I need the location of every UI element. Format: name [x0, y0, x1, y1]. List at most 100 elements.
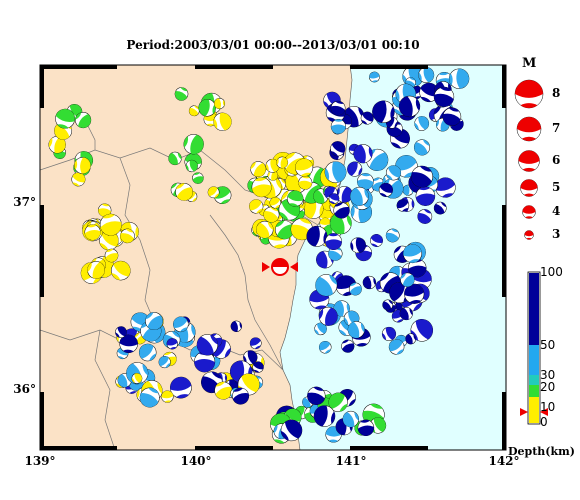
y-tick-label: 36° [13, 382, 36, 396]
colorbar-segment-shallow [529, 397, 539, 423]
focal-mechanism [295, 158, 314, 177]
magnitude-legend-title: M [522, 56, 537, 71]
focal-mechanism [119, 334, 138, 354]
focal-mechanism [330, 100, 346, 116]
focal-mechanism [87, 261, 105, 279]
focal-mechanism [230, 320, 242, 332]
focal-mechanism [370, 234, 383, 247]
depth-label: 20 [540, 380, 556, 394]
focal-mechanism [382, 299, 394, 311]
focal-mechanism [48, 136, 66, 154]
focal-mechanism [318, 306, 338, 326]
focal-mechanism [328, 193, 340, 204]
focal-mechanism [287, 190, 304, 207]
focal-mechanism [173, 316, 189, 333]
focal-mechanism [353, 144, 373, 164]
focal-mechanism [145, 312, 164, 331]
magnitude-legend-beachball [514, 79, 544, 109]
focal-mechanism [71, 172, 86, 187]
focal-mechanism [405, 333, 417, 345]
focal-mechanism [84, 224, 101, 241]
x-tick-label: 141° [335, 454, 367, 468]
focal-mechanism [328, 392, 348, 412]
focal-mechanism [192, 172, 204, 184]
map-frame [39, 64, 507, 451]
colorbar-segment-deep [529, 273, 539, 345]
focal-mechanism [249, 337, 262, 350]
focal-mechanism [314, 322, 327, 336]
focal-mechanism [347, 161, 363, 177]
focal-mechanism [74, 157, 91, 174]
focal-mechanism [158, 356, 171, 369]
focal-mechanism [404, 283, 425, 304]
focal-mechanism [399, 307, 413, 321]
focal-mechanism [372, 100, 395, 124]
focal-mechanism [385, 165, 402, 181]
focal-mechanism [213, 112, 232, 131]
focal-mechanism [307, 386, 326, 405]
magnitude-legend [514, 79, 544, 240]
focal-mechanism [403, 244, 422, 264]
focal-mechanism [161, 390, 174, 403]
depth-label: 50 [540, 338, 556, 352]
focal-mechanism [55, 108, 76, 129]
colorbar-segment-30 [529, 375, 539, 385]
focal-mechanism [415, 186, 436, 206]
focal-mechanism [104, 248, 119, 263]
x-tick-label: 142° [488, 454, 520, 468]
focal-mechanism [369, 71, 380, 83]
focal-mechanism [411, 165, 433, 188]
focal-mechanism [329, 212, 352, 235]
focal-mechanism-layer [48, 66, 470, 444]
focal-mechanism [315, 274, 338, 297]
magnitude-legend-beachball [524, 230, 534, 240]
focal-mechanism [333, 202, 350, 219]
focal-mechanism [362, 275, 377, 290]
focal-mechanism [213, 97, 226, 110]
depth-colorbar [520, 271, 548, 425]
focal-mechanism [166, 338, 178, 350]
magnitude-legend-beachball [522, 205, 536, 219]
focal-mechanism [318, 340, 332, 354]
depth-marker-right [540, 408, 548, 416]
focal-mechanism [360, 111, 374, 125]
focal-mechanism [185, 159, 198, 173]
focal-mechanism [120, 228, 135, 244]
focal-mechanism [357, 419, 375, 437]
focal-mechanism [298, 175, 313, 190]
focal-mechanism [75, 112, 92, 129]
magnitude-label: 6 [552, 153, 561, 167]
focal-mechanism [324, 161, 347, 184]
focal-mechanism [196, 334, 219, 356]
magnitude-legend-beachball [520, 179, 538, 197]
colorbar-segment-20 [529, 385, 539, 397]
focal-mechanism [381, 326, 397, 341]
focal-mechanism [385, 228, 400, 243]
focal-mechanism [188, 105, 200, 117]
focal-mechanism [174, 87, 189, 101]
focal-mechanism [342, 410, 359, 428]
focal-mechanism [214, 381, 233, 400]
focal-mechanism [183, 134, 204, 155]
focal-mechanism [388, 339, 405, 355]
focal-mechanism [357, 173, 374, 190]
magnitude-label: 3 [552, 227, 561, 241]
focal-mechanism [250, 161, 267, 177]
focal-mechanism [448, 68, 470, 89]
focal-mechanism [348, 282, 362, 296]
target-earthquake-marker[interactable] [262, 258, 298, 276]
focal-mechanism [303, 198, 324, 219]
depth-label: 100 [540, 265, 563, 279]
depth-label: 30 [540, 368, 556, 382]
focal-mechanism [328, 246, 343, 261]
focal-mechanism [252, 361, 264, 373]
focal-mechanism [341, 339, 355, 353]
focal-mechanism [269, 197, 282, 209]
focal-mechanism [417, 209, 433, 224]
focal-mechanism [396, 199, 410, 212]
focal-mechanism [419, 82, 439, 103]
y-tick-label: 37° [13, 195, 36, 209]
focal-mechanism [433, 86, 455, 108]
focal-mechanism [276, 156, 289, 169]
